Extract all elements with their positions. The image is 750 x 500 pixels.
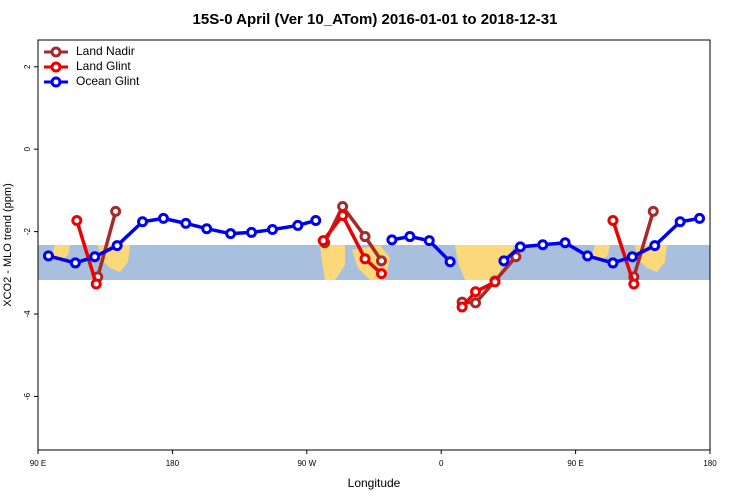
data-point bbox=[626, 251, 638, 263]
y-tick-label: -6 bbox=[23, 392, 32, 400]
legend-marker bbox=[50, 46, 62, 58]
series-line bbox=[75, 219, 98, 285]
data-point bbox=[628, 278, 640, 290]
series-line bbox=[502, 216, 700, 265]
y-tick-label: 0 bbox=[23, 146, 32, 151]
y-tick-label: -2 bbox=[23, 228, 32, 236]
legend-marker bbox=[50, 61, 62, 73]
data-point bbox=[359, 231, 371, 243]
data-point bbox=[246, 226, 258, 238]
data-point bbox=[337, 200, 349, 212]
x-tick-label: 180 bbox=[703, 459, 717, 468]
data-point bbox=[292, 219, 304, 231]
x-tick-label: 90 E bbox=[567, 459, 583, 468]
series-line bbox=[96, 210, 118, 278]
plot-frame bbox=[37, 39, 711, 451]
data-point bbox=[317, 235, 329, 247]
data-point bbox=[157, 212, 169, 224]
data-point bbox=[110, 205, 122, 217]
series-line bbox=[632, 210, 655, 278]
series-line bbox=[461, 255, 518, 305]
series-line bbox=[611, 219, 636, 285]
data-point bbox=[423, 235, 435, 247]
legend-label: Ocean Glint bbox=[76, 74, 140, 88]
data-point bbox=[111, 240, 123, 252]
data-point bbox=[359, 253, 371, 265]
series-line bbox=[391, 234, 452, 263]
data-point bbox=[69, 257, 81, 269]
data-point bbox=[71, 214, 83, 226]
x-tick-label: 90 E bbox=[30, 459, 46, 468]
series-line bbox=[321, 212, 383, 275]
y-tick-label: -4 bbox=[23, 310, 32, 318]
data-point bbox=[470, 297, 482, 309]
data-point bbox=[137, 216, 149, 228]
data-point bbox=[386, 234, 398, 246]
data-point bbox=[537, 239, 549, 251]
data-point bbox=[404, 231, 416, 243]
data-point bbox=[337, 210, 349, 222]
data-point bbox=[694, 212, 706, 224]
chart-title: 15S-0 April (Ver 10_ATom) 2016-01-01 to … bbox=[193, 11, 558, 28]
data-point bbox=[607, 257, 619, 269]
x-tick-label: 90 W bbox=[297, 459, 316, 468]
land bbox=[52, 245, 667, 280]
y-axis-label: XCO2 - MLO trend (ppm) bbox=[2, 183, 14, 306]
data-point bbox=[456, 301, 468, 313]
data-point bbox=[649, 240, 661, 252]
data-point bbox=[444, 256, 456, 268]
x-tick-label: 180 bbox=[166, 459, 180, 468]
data-point bbox=[375, 255, 387, 267]
y-tick-label: 2 bbox=[23, 64, 32, 69]
data-point bbox=[266, 224, 278, 236]
data-point bbox=[607, 214, 619, 226]
x-tick-label: 0 bbox=[439, 459, 444, 468]
data-point bbox=[180, 217, 192, 229]
data-point bbox=[90, 278, 102, 290]
data-point bbox=[310, 214, 322, 226]
data-point bbox=[225, 228, 237, 240]
data-point bbox=[489, 276, 501, 288]
data-point bbox=[470, 286, 482, 298]
data-point bbox=[89, 251, 101, 263]
legend-marker bbox=[50, 76, 62, 88]
data-point bbox=[514, 241, 526, 253]
legend-label: Land Nadir bbox=[76, 44, 135, 58]
data-point bbox=[647, 205, 659, 217]
data-point bbox=[674, 216, 686, 228]
data-point bbox=[42, 250, 54, 262]
data-point bbox=[201, 223, 213, 235]
legend-label: Land Glint bbox=[76, 59, 131, 73]
data-point bbox=[559, 237, 571, 249]
x-axis-label: Longitude bbox=[348, 476, 401, 490]
data-point bbox=[498, 255, 510, 267]
data-point bbox=[375, 268, 387, 280]
data-point bbox=[582, 250, 594, 262]
